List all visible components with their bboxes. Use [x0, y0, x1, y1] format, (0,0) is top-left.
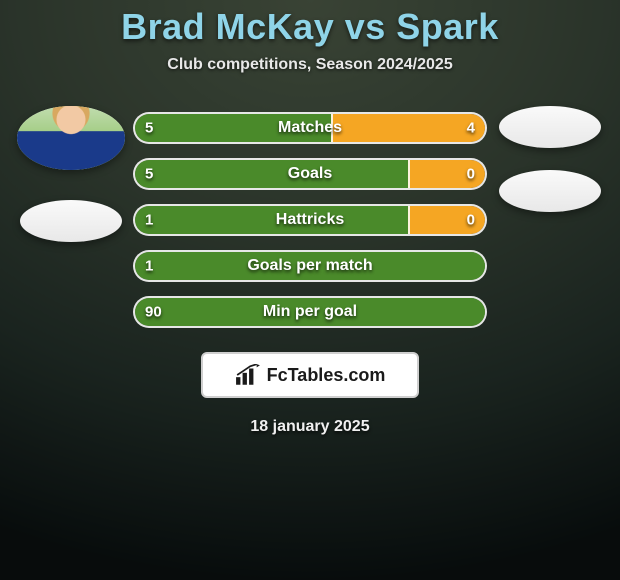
- avatar-photo: [17, 106, 125, 170]
- player-left-avatar: [17, 106, 125, 170]
- stat-bar-divider: [408, 160, 410, 188]
- stat-value-right: 4: [467, 120, 475, 137]
- infographic-root: Brad McKay vs Spark Club competitions, S…: [0, 0, 620, 580]
- compare-area: Matches 5 4 Goals 5 0 Hattricks 1 0 Goals per mat…: [0, 102, 620, 328]
- stat-bar-left: [135, 160, 408, 188]
- stat-bars: Matches 5 4 Goals 5 0 Hattricks 1 0 Goals per mat…: [133, 102, 487, 328]
- stat-value-left: 1: [145, 212, 153, 229]
- stat-value-right: 0: [467, 166, 475, 183]
- stat-label: Hattricks: [276, 211, 344, 229]
- bar-chart-icon: [235, 364, 261, 386]
- page-title: Brad McKay vs Spark: [121, 6, 499, 48]
- stat-row: Min per goal 90: [133, 296, 487, 328]
- stat-label: Matches: [278, 119, 342, 137]
- subtitle: Club competitions, Season 2024/2025: [167, 56, 452, 74]
- stat-value-left: 5: [145, 166, 153, 183]
- stat-label: Goals: [288, 165, 332, 183]
- player-right-avatar: [499, 106, 601, 148]
- stat-value-right: 0: [467, 212, 475, 229]
- stat-bar-left: [135, 206, 408, 234]
- site-logo-text: FcTables.com: [267, 365, 386, 386]
- stat-value-left: 5: [145, 120, 153, 137]
- stat-label: Min per goal: [263, 303, 357, 321]
- player-left-column: [8, 102, 133, 242]
- player-right-badge: [499, 170, 601, 212]
- player-right-column: [487, 102, 612, 212]
- stat-row: Matches 5 4: [133, 112, 487, 144]
- stat-label: Goals per match: [247, 257, 372, 275]
- stat-value-left: 90: [145, 304, 162, 321]
- site-logo-badge: FcTables.com: [201, 352, 419, 398]
- date-line: 18 january 2025: [250, 418, 369, 436]
- stat-value-left: 1: [145, 258, 153, 275]
- stat-bar-right: [331, 114, 485, 142]
- stat-row: Hattricks 1 0: [133, 204, 487, 236]
- stat-row: Goals per match 1: [133, 250, 487, 282]
- stat-row: Goals 5 0: [133, 158, 487, 190]
- stat-bar-divider: [408, 206, 410, 234]
- player-left-badge: [20, 200, 122, 242]
